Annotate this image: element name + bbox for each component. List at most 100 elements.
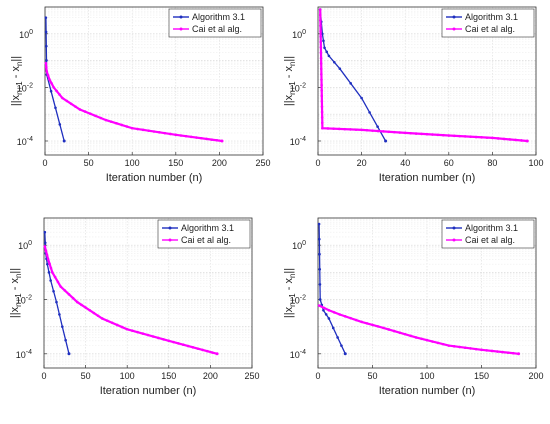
series-2 <box>318 8 529 143</box>
series-marker <box>520 139 523 142</box>
series-marker <box>210 138 214 141</box>
series-marker <box>414 336 418 339</box>
y-axis-label-part: ||x <box>283 94 295 106</box>
x-tick-label: 80 <box>487 158 497 168</box>
series-marker <box>320 94 324 98</box>
x-tick-label: 150 <box>161 371 176 381</box>
axes-box <box>43 217 253 369</box>
series-marker <box>403 131 407 135</box>
x-tick-label: 200 <box>212 158 227 168</box>
series-marker <box>51 271 54 274</box>
y-tick-exponent: 0 <box>302 29 306 36</box>
series-marker <box>447 344 451 347</box>
y-tick-label: 100 <box>18 240 32 251</box>
series-marker <box>115 323 119 327</box>
series-marker <box>463 135 467 138</box>
x-tick-label: 50 <box>367 371 377 381</box>
series-marker <box>436 341 440 345</box>
y-axis-label-part: - x <box>10 66 22 82</box>
series-marker <box>431 133 434 136</box>
series-marker <box>318 252 321 256</box>
legend: Algorithm 3.1 Cai et al alg. <box>441 219 535 249</box>
legend: Algorithm 3.1 Cai et al alg. <box>441 8 535 38</box>
y-tick-label: 100 <box>292 240 306 251</box>
series-marker <box>393 329 396 333</box>
legend-box <box>157 219 251 249</box>
series-marker <box>200 136 203 140</box>
axes-box <box>317 6 537 156</box>
series-marker <box>110 321 114 325</box>
series-marker <box>354 128 358 131</box>
legend-label: Cai et al alg. <box>465 235 515 245</box>
series-marker <box>55 89 58 93</box>
y-tick-label: 100 <box>19 29 33 40</box>
series-marker <box>365 322 369 325</box>
series-marker <box>174 133 178 137</box>
y-axis-label: ||xn+1 - xn|| <box>9 268 23 318</box>
series-marker <box>340 344 343 347</box>
legend-label: Algorithm 3.1 <box>192 12 245 22</box>
chart-panel-2: 0 20 40 60 80 100 100 10-2 10-4 Iteration number … <box>283 6 544 184</box>
y-axis-label-part: || <box>10 56 22 62</box>
series-marker <box>336 336 339 339</box>
series-marker <box>320 121 324 125</box>
y-tick-exponent: -2 <box>26 294 32 301</box>
legend-label: Cai et al alg. <box>192 24 242 34</box>
series-marker <box>365 128 369 132</box>
x-tick-label: 0 <box>42 158 47 168</box>
series-marker <box>109 120 113 124</box>
series-marker <box>55 300 58 304</box>
y-tick-label: 10-2 <box>290 82 306 93</box>
series-marker <box>376 125 379 128</box>
y-axis-label-part: || <box>283 268 295 274</box>
series-marker <box>65 99 69 103</box>
series-marker <box>215 352 219 356</box>
series-marker <box>485 349 489 352</box>
y-tick-label: 10-2 <box>17 82 33 93</box>
series-marker <box>496 137 500 140</box>
y-tick-exponent: 0 <box>302 240 306 247</box>
series-marker <box>320 89 323 92</box>
y-tick-exponent: 0 <box>28 240 32 247</box>
series-marker <box>491 136 494 140</box>
series-marker <box>485 136 489 139</box>
grid <box>317 217 537 369</box>
series-marker <box>324 313 328 316</box>
series-marker <box>502 137 506 141</box>
y-tick-exponent: -4 <box>27 136 33 143</box>
legend-marker <box>452 15 456 19</box>
series-marker <box>215 139 219 142</box>
series-marker <box>354 318 358 322</box>
series-marker <box>61 96 64 100</box>
x-tick-label: 200 <box>528 371 543 381</box>
series-marker <box>46 262 49 266</box>
series-marker <box>322 39 325 43</box>
series-marker <box>319 35 322 38</box>
series-marker <box>319 40 323 44</box>
series-marker <box>511 351 515 355</box>
series-marker <box>525 139 529 143</box>
series-marker <box>130 126 134 130</box>
x-tick-label: 100 <box>528 158 543 168</box>
series-marker <box>384 139 388 143</box>
y-axis-label-part: n <box>15 62 24 66</box>
series-marker <box>67 293 71 296</box>
series-marker <box>469 347 472 350</box>
y-axis-label-part: n <box>288 274 297 278</box>
series-marker <box>47 271 51 274</box>
series-marker <box>360 128 363 132</box>
series-marker <box>425 338 429 342</box>
y-axis-label-part: || <box>283 56 295 62</box>
series-marker <box>94 114 97 118</box>
y-tick-exponent: -2 <box>300 294 306 301</box>
series-marker <box>319 67 323 71</box>
y-axis-label-part: ||x <box>10 94 22 106</box>
y-tick-label: 10-2 <box>16 294 32 305</box>
series-marker <box>136 330 139 334</box>
series-marker <box>322 306 326 310</box>
series-marker <box>420 337 423 341</box>
x-axis-label: Iteration number (n) <box>106 172 203 184</box>
series-marker <box>43 245 47 248</box>
series-marker <box>49 89 53 93</box>
series-marker <box>452 134 456 138</box>
